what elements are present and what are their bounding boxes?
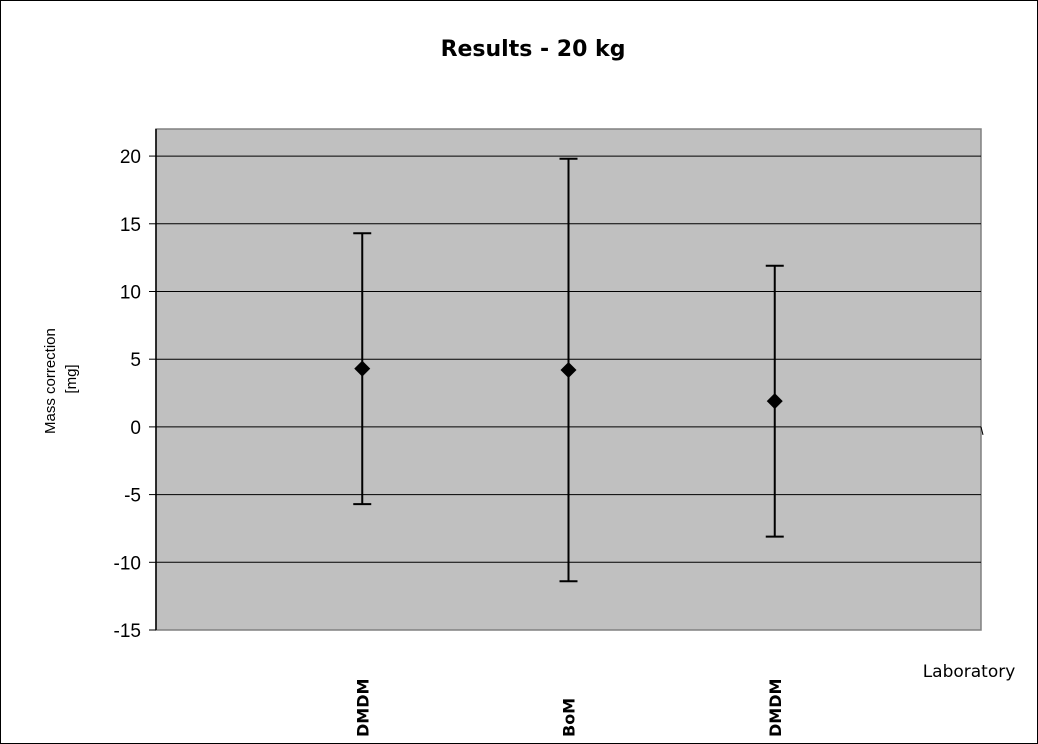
data-point-marker — [766, 393, 783, 410]
x-category-label: DMDM — [766, 679, 785, 737]
data-points — [353, 157, 784, 583]
y-tick-label: -10 — [114, 553, 141, 574]
y-axis-label-line-2: [mg] — [63, 364, 80, 393]
data-point-marker — [354, 360, 371, 377]
data-point-group — [353, 232, 372, 506]
y-tick-label: 20 — [120, 147, 141, 168]
y-tick-label: -15 — [114, 621, 141, 642]
data-point-group — [559, 157, 578, 583]
y-axis-label: Mass correction [mg] — [42, 324, 80, 434]
data-point-group — [765, 264, 784, 538]
chart-title: Results - 20 kg — [441, 37, 626, 62]
x-axis-label: Laboratory — [923, 662, 1016, 682]
data-point-marker — [560, 362, 577, 379]
y-axis: 20 15 10 5 0 -5 -10 -15 — [114, 129, 984, 642]
x-axis-end-tick — [980, 426, 984, 436]
y-tick-label: 15 — [120, 215, 141, 236]
category-labels: DMDM BoM DMDM — [353, 679, 785, 737]
y-axis-label-line-1: Mass correction — [42, 328, 59, 434]
x-category-label: BoM — [560, 698, 579, 737]
y-tick-label: 10 — [120, 282, 141, 303]
y-tick-label: -5 — [124, 486, 141, 507]
y-tick-label: 0 — [130, 418, 141, 439]
y-tick-label: 5 — [130, 350, 141, 371]
x-category-label: DMDM — [353, 679, 372, 737]
